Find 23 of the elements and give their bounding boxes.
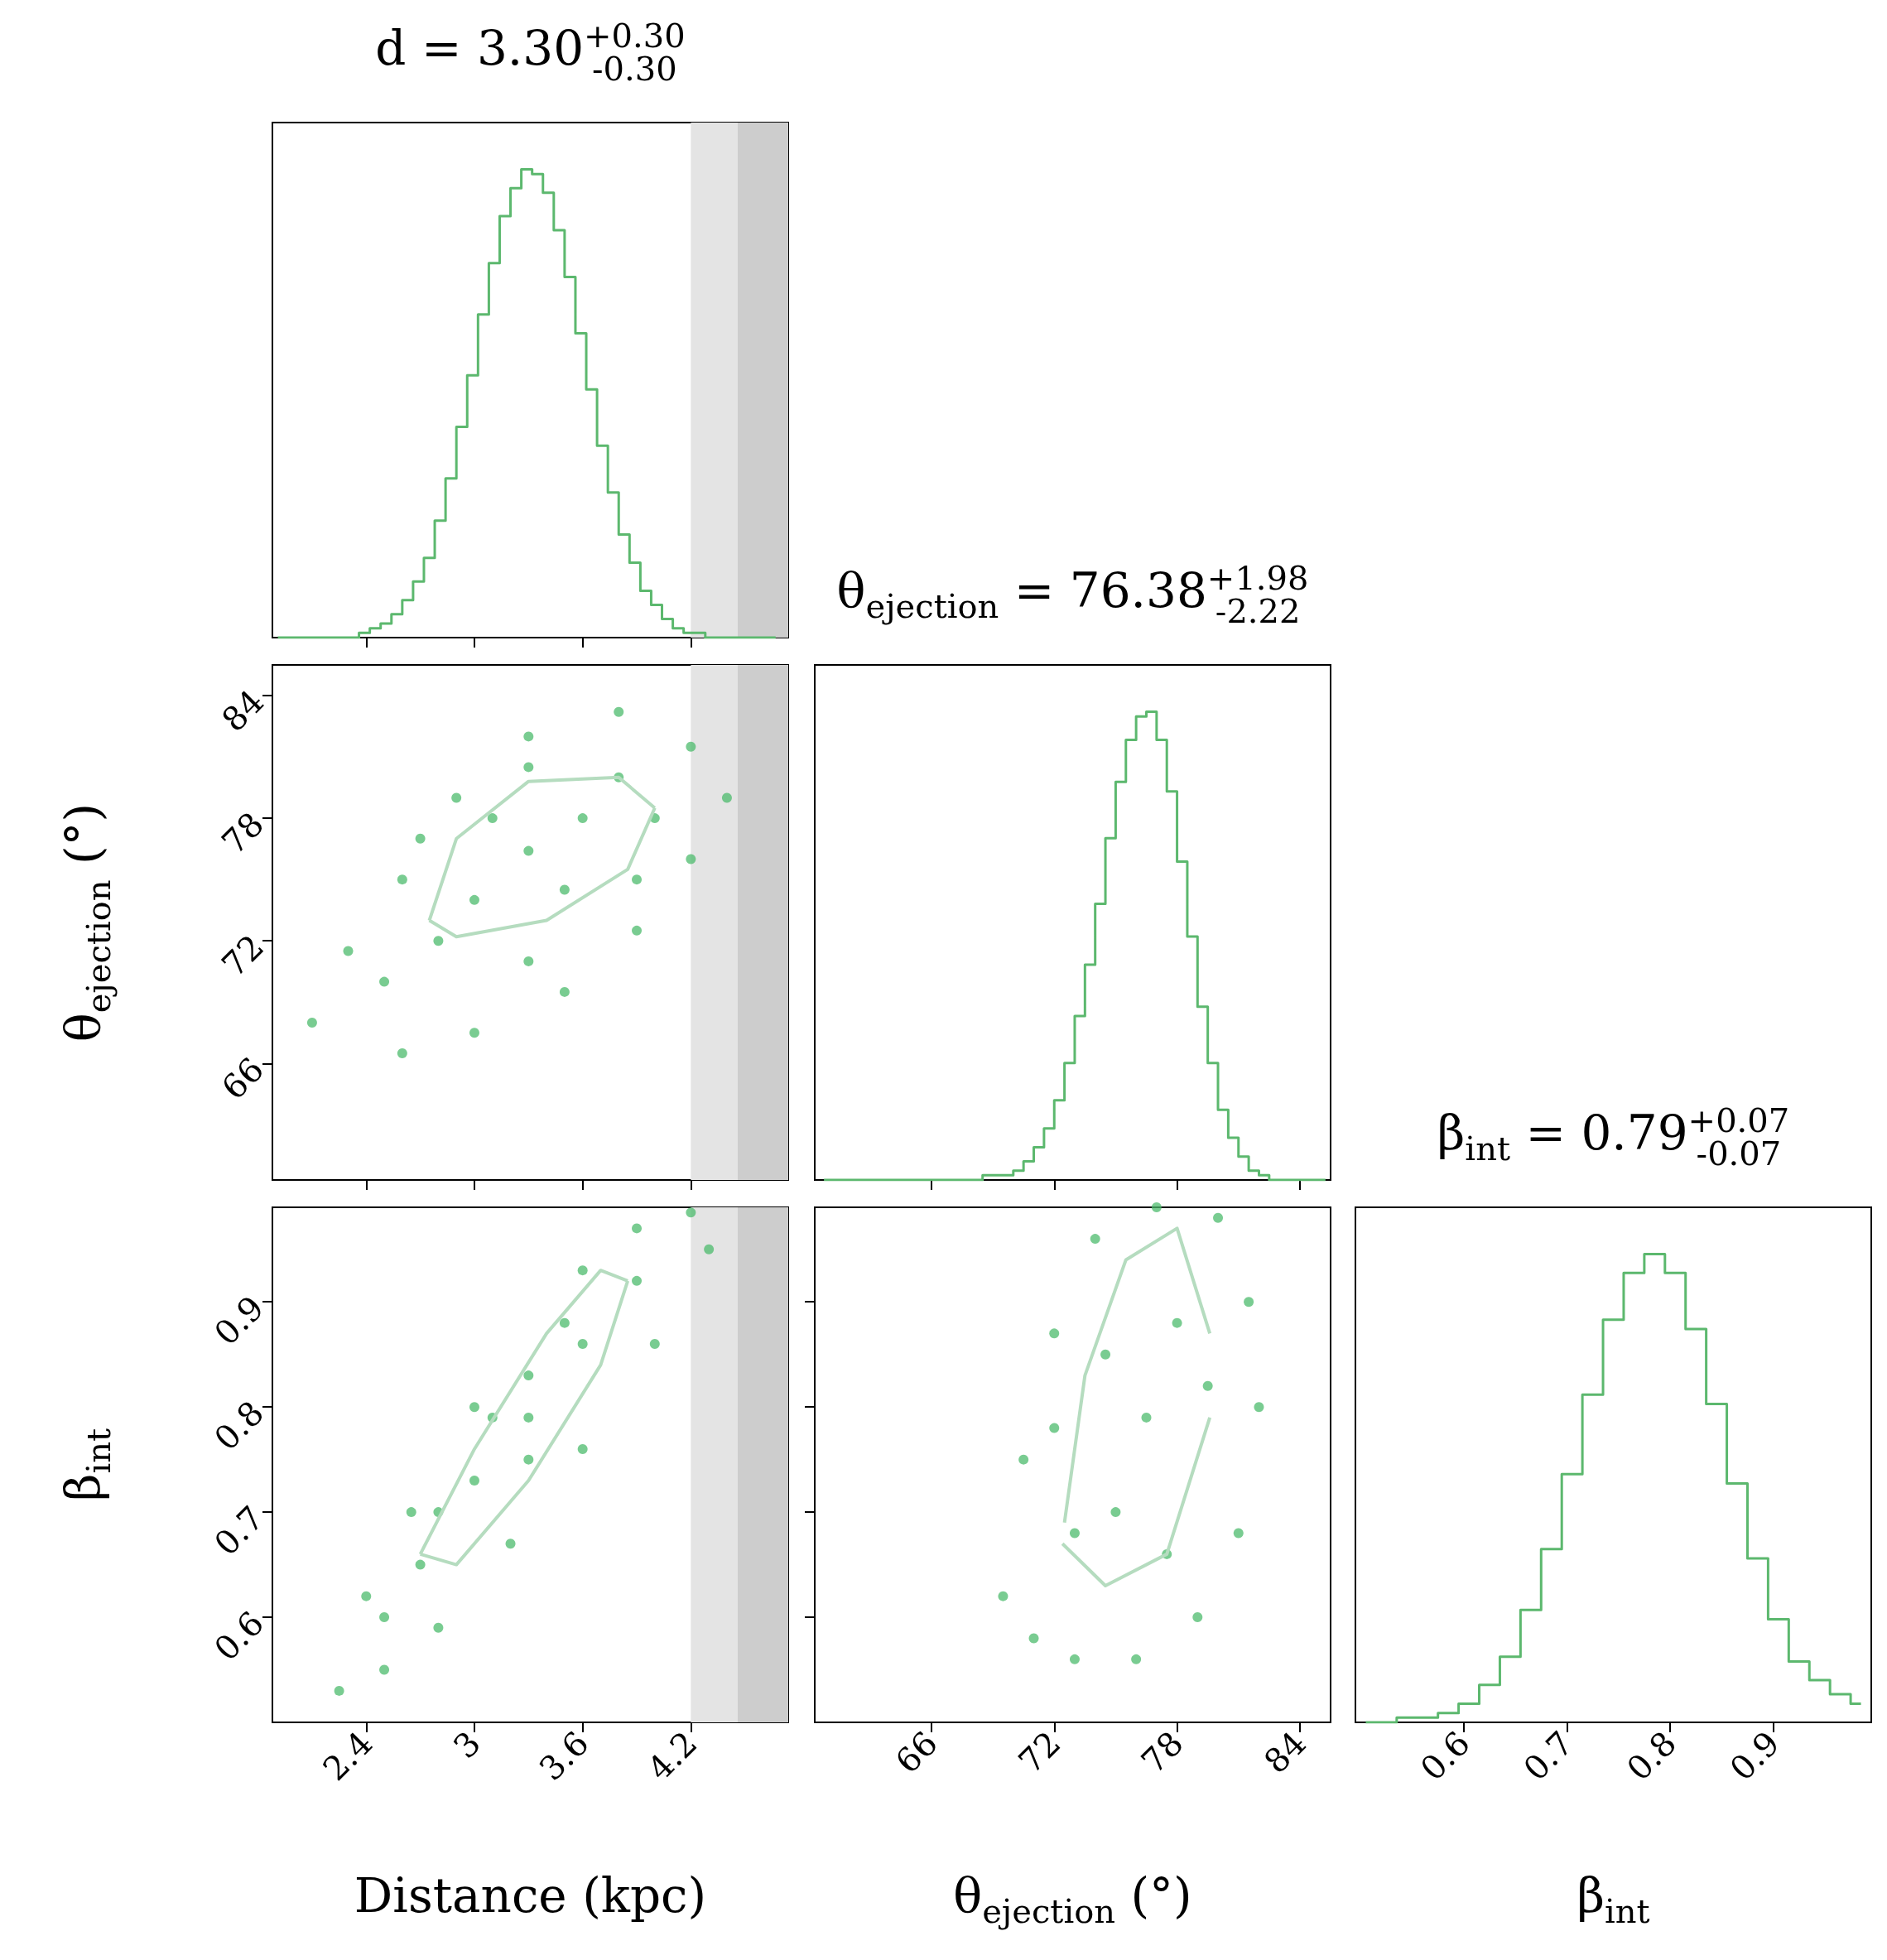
- x-axis-title: Distance (kpc): [353, 1867, 708, 1924]
- x-tick-label: 0.7: [1516, 1723, 1581, 1789]
- y-tick-label: 84: [214, 681, 272, 739]
- y-tick-label: 66: [214, 1050, 272, 1107]
- x-tick-label: 0.8: [1619, 1723, 1684, 1789]
- x-tick-label: 78: [1134, 1723, 1191, 1781]
- x-tick-label: 3: [445, 1723, 489, 1766]
- x-tick-label: 3.6: [532, 1723, 596, 1789]
- y-tick-label: 72: [214, 927, 272, 985]
- x-axis-title: θ$_{ejection}$ (°): [952, 1867, 1193, 1930]
- x-tick-label: 66: [888, 1723, 946, 1781]
- x-tick-label: 4.2: [640, 1723, 705, 1789]
- y-tick-label: 0.8: [206, 1393, 272, 1458]
- x-tick-label: 0.6: [1413, 1723, 1478, 1789]
- y-tick-label: 0.6: [206, 1603, 272, 1669]
- x-tick-label: 84: [1256, 1723, 1314, 1781]
- y-tick-label: 78: [214, 804, 272, 862]
- x-tick-label: 2.4: [315, 1723, 380, 1789]
- x-tick-label: 72: [1011, 1723, 1068, 1781]
- x-axis-title: β$_{int}$: [1576, 1867, 1651, 1930]
- x-tick-label: 0.9: [1722, 1723, 1787, 1789]
- y-tick-label: 0.7: [206, 1498, 272, 1563]
- y-tick-label: 0.9: [206, 1288, 272, 1353]
